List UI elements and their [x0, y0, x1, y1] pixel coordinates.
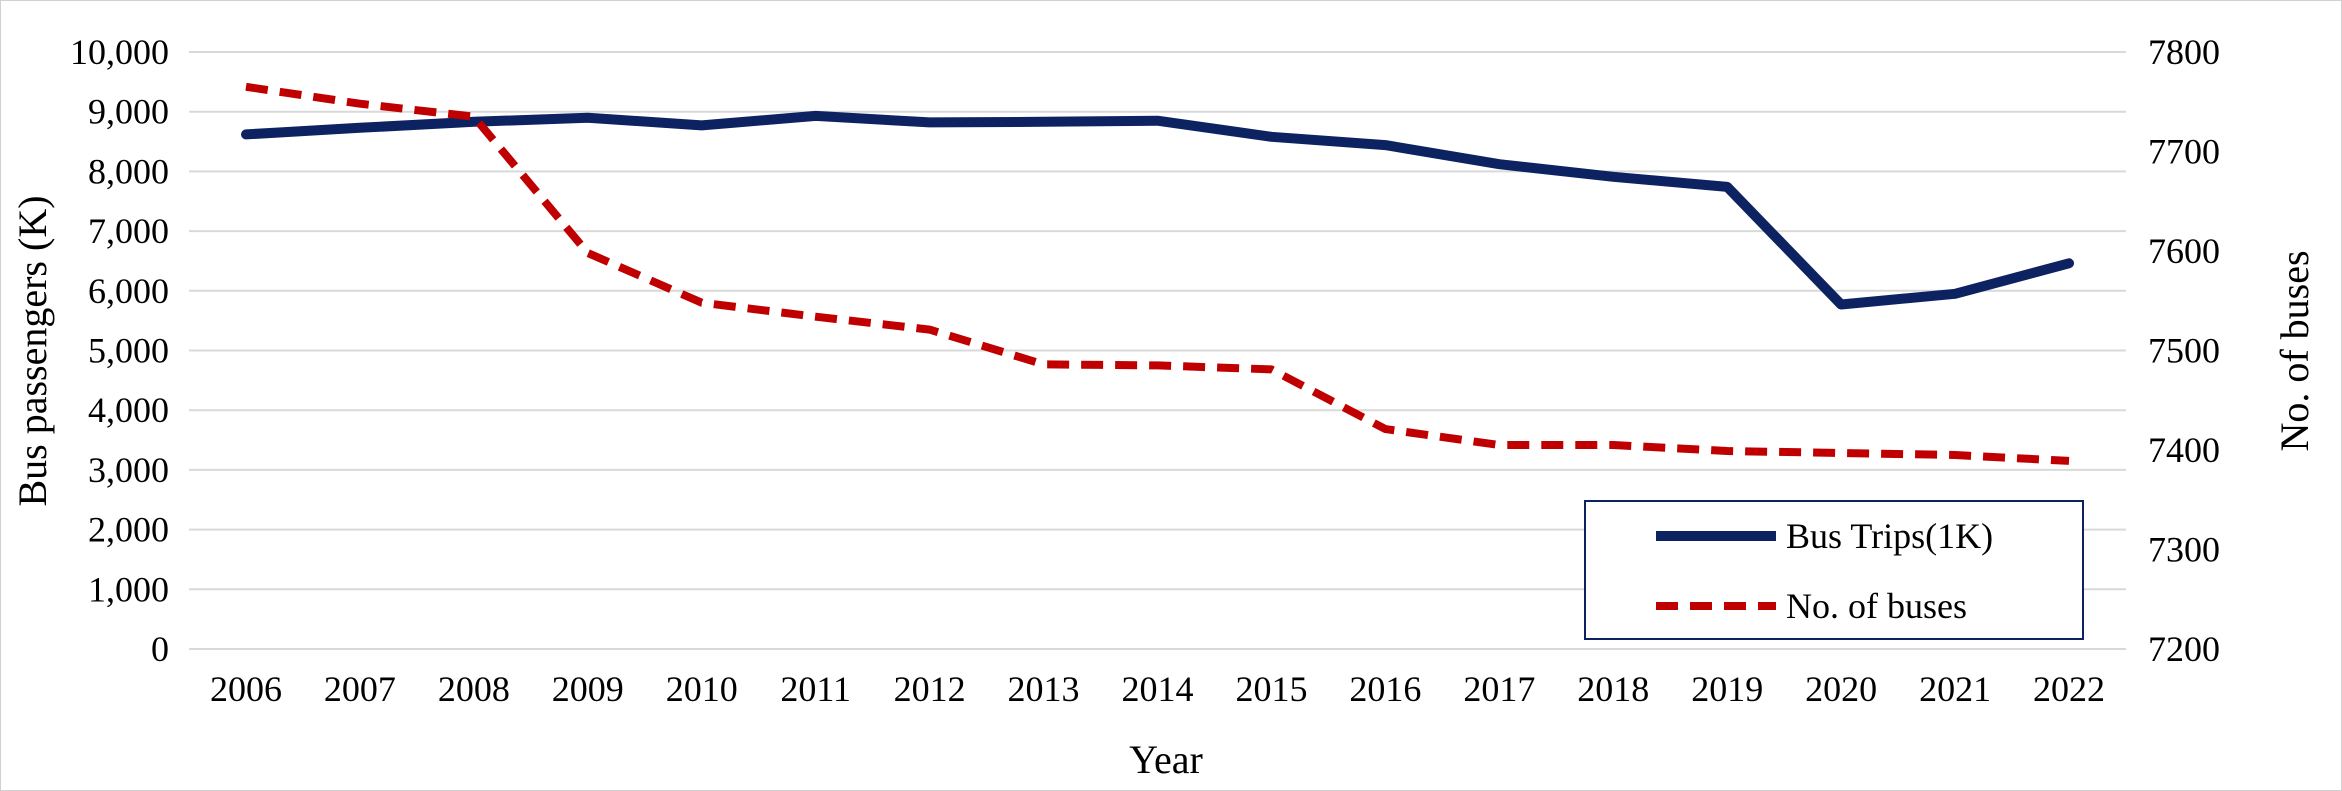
x-tick-label: 2022 — [2033, 669, 2105, 709]
legend-label-no-of-buses: No. of buses — [1786, 586, 1967, 626]
x-tick-label: 2013 — [1008, 669, 1080, 709]
x-axis-title: Year — [1129, 737, 1203, 782]
right-tick-label: 7200 — [2148, 629, 2220, 669]
left-axis-ticks: 0 1,000 2,000 3,000 4,000 5,000 6,000 7,000 8,00… — [70, 32, 169, 669]
right-tick-label: 7500 — [2148, 331, 2220, 371]
right-tick-label: 7600 — [2148, 231, 2220, 271]
right-tick-label: 7800 — [2148, 32, 2220, 72]
x-tick-label: 2012 — [894, 669, 966, 709]
gridlines — [189, 51, 2126, 650]
series-lines — [241, 82, 2074, 465]
x-tick-label: 2021 — [1919, 669, 1991, 709]
x-tick-label: 2015 — [1235, 669, 1307, 709]
left-tick-label: 6,000 — [88, 271, 169, 311]
x-tick-label: 2011 — [780, 669, 851, 709]
legend-label-bus-trips: Bus Trips(1K) — [1786, 516, 1993, 556]
right-tick-label: 7300 — [2148, 530, 2220, 570]
left-tick-label: 3,000 — [88, 450, 169, 490]
x-tick-label: 2019 — [1691, 669, 1763, 709]
left-tick-label: 10,000 — [70, 32, 169, 72]
right-tick-label: 7700 — [2148, 132, 2220, 172]
x-tick-label: 2016 — [1349, 669, 1421, 709]
left-tick-label: 1,000 — [88, 569, 169, 609]
left-tick-label: 7,000 — [88, 211, 169, 251]
left-tick-label: 4,000 — [88, 390, 169, 430]
x-tick-label: 2020 — [1805, 669, 1877, 709]
left-tick-label: 0 — [151, 629, 169, 669]
left-tick-label: 8,000 — [88, 151, 169, 191]
left-axis-title: Bus passengers (K) — [10, 195, 55, 506]
x-tick-label: 2007 — [324, 669, 396, 709]
x-tick-label: 2017 — [1463, 669, 1535, 709]
x-axis-ticks: 2006 2007 2008 2009 2010 2011 2012 2013 2014 2015… — [210, 669, 2105, 709]
legend-box — [1584, 500, 2084, 640]
right-axis-title: No. of buses — [2272, 250, 2317, 451]
legend: Bus Trips(1K) No. of buses — [1584, 500, 2084, 640]
right-tick-label: 7400 — [2148, 430, 2220, 470]
x-tick-label: 2008 — [438, 669, 510, 709]
right-axis-ticks: 7200 7300 7400 7500 7600 7700 7800 — [2148, 32, 2220, 669]
x-tick-label: 2009 — [552, 669, 624, 709]
series-line-bus-trips — [241, 110, 2074, 310]
series-line-no-of-buses — [245, 82, 2070, 465]
left-tick-label: 2,000 — [88, 510, 169, 550]
left-tick-label: 9,000 — [88, 92, 169, 132]
left-tick-label: 5,000 — [88, 331, 169, 371]
x-tick-label: 2018 — [1577, 669, 1649, 709]
x-tick-label: 2010 — [666, 669, 738, 709]
x-tick-label: 2006 — [210, 669, 282, 709]
x-tick-label: 2014 — [1122, 669, 1194, 709]
